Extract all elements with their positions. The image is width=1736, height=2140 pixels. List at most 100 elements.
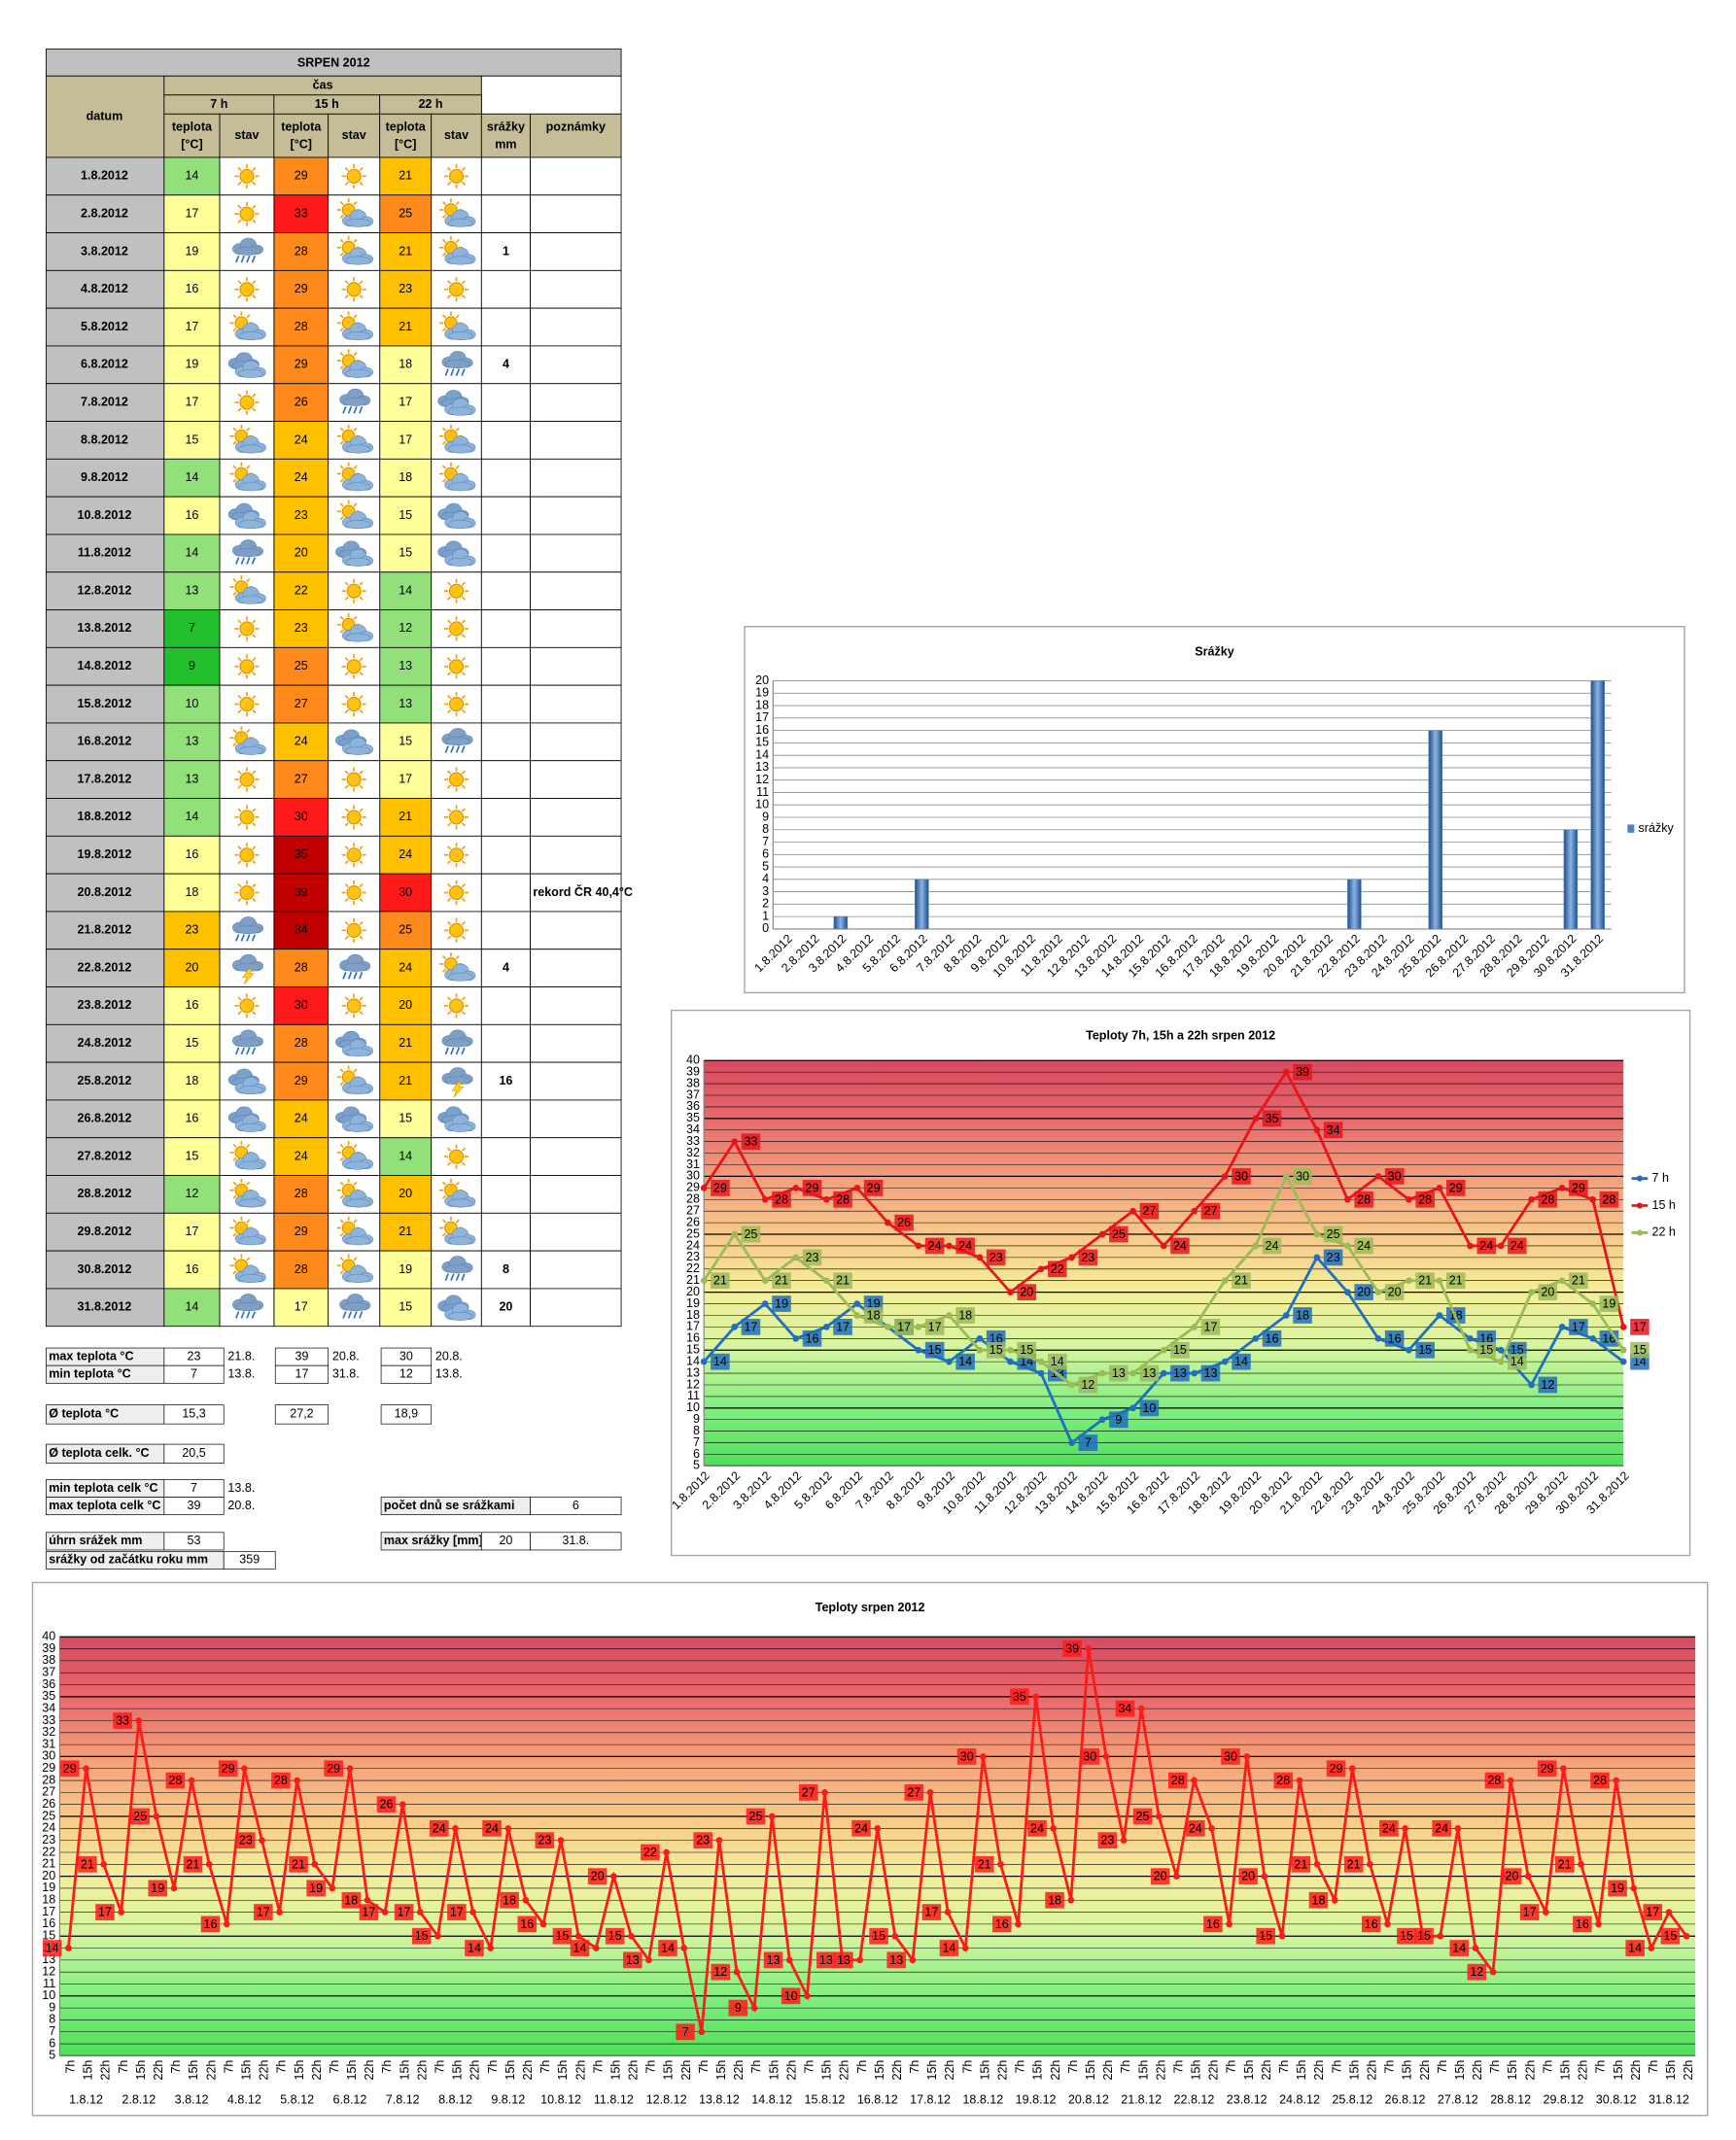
temperature: 15 [399,508,412,522]
data-label-box [1415,1272,1435,1290]
weather-icon [336,612,373,642]
sun-ray [461,280,466,285]
x-tick-label: 7h [908,2060,921,2074]
y-tick-label: 27 [686,1204,700,1218]
note-cell [530,458,622,498]
data-label-box [955,1307,975,1324]
y-tick-label: 35 [42,1689,55,1703]
temperature: 17 [399,395,412,408]
sun [239,395,255,410]
data-label: 24 [1173,1239,1187,1253]
cloud [345,256,371,265]
sun-ray [344,822,349,827]
sun-ray [461,935,466,940]
point [1037,1358,1045,1365]
data-label-box [1660,1927,1681,1945]
y-tick-label: 31 [686,1157,700,1171]
data-label-box [1109,1225,1128,1243]
data-label-box [781,1987,801,2005]
temperature: 20 [295,546,308,560]
x-tick-label: 22h [1312,2060,1326,2081]
data-label: 18 [1048,1893,1061,1907]
point [1436,1312,1443,1319]
data-label-box [1293,1168,1312,1185]
sun-ray [344,770,349,775]
point [680,1945,688,1951]
point [1085,1645,1093,1652]
temperature: 29 [295,282,308,295]
x-tick-label: 15h [345,2060,359,2081]
sun-ray [455,954,460,960]
x-tick-label: 7h [960,2060,974,2074]
date-cell [46,835,165,875]
data-label: 17 [1646,1906,1659,1919]
rain [251,934,257,942]
data-label-box [1354,1191,1373,1208]
y-tick-label: 30 [686,1169,700,1183]
y-tick-label: 15 [42,1929,55,1943]
temperature: 26 [295,395,308,408]
data-label-box [1354,1237,1373,1255]
cloud [345,745,371,755]
x-tick-label: 22h [1366,2060,1379,2081]
sun-ray [246,1181,251,1186]
sun-ray [344,883,349,888]
weather-icon [341,691,366,717]
point [223,1920,230,1928]
point [1037,1265,1045,1273]
point [1497,1346,1505,1354]
point [1007,1346,1014,1354]
group-label: 6.8.12 [333,2093,367,2107]
x-tick-label: 22h [1260,2060,1273,2081]
data-label: 21 [81,1857,94,1871]
note-cell [530,835,622,875]
data-label: 15 [1259,1929,1272,1943]
sun-ray [339,478,344,483]
rain [251,1047,257,1055]
sun-ray [359,166,364,172]
sun-ray [353,1068,358,1073]
x-tick-label: 7h [117,2060,130,2074]
weather-icon [234,767,260,792]
sun-ray [461,1161,466,1166]
data-label-box [772,1295,791,1312]
data-label-box [341,1891,362,1909]
data-label-box [1569,1319,1588,1335]
temperature: 24 [399,960,412,974]
data-label-box [894,1214,914,1231]
temperature: 16 [185,1112,198,1125]
data-label-box [1293,1063,1312,1081]
point [329,1884,336,1892]
weather-icon [441,351,473,376]
x-tick-label: 22h [204,2060,218,2081]
sun-ray [461,672,466,676]
data-label-box [834,1951,853,1969]
sun-ray [461,695,466,700]
sun-ray [237,860,242,865]
sun-ray [339,1194,344,1199]
cloud [238,482,263,492]
summary-date: 13.8. [435,1367,463,1381]
data-label: 18 [503,1893,516,1907]
header-cell [480,113,531,158]
data-label: 24 [485,1821,499,1835]
temp-cell [163,760,221,799]
sun-ray [344,581,349,586]
temperature: 28 [295,320,308,333]
summary-value-cell [163,1497,225,1516]
point [1129,1369,1136,1377]
point [1068,1381,1075,1389]
x-tick-label: 15h [978,2060,991,2081]
data-label-box [78,1855,97,1873]
y-tick-label: 24 [686,1238,700,1252]
sun-ray [237,407,242,412]
y-tick-label: 16 [42,1916,55,1930]
date-cell [46,609,165,648]
data-label-box [894,1319,914,1335]
weather-icon [336,424,373,454]
sun-ray [359,883,364,888]
weather-icon [232,916,263,942]
sun-ray [339,1181,344,1186]
point [1406,1195,1412,1203]
sun-ray [232,1181,237,1186]
